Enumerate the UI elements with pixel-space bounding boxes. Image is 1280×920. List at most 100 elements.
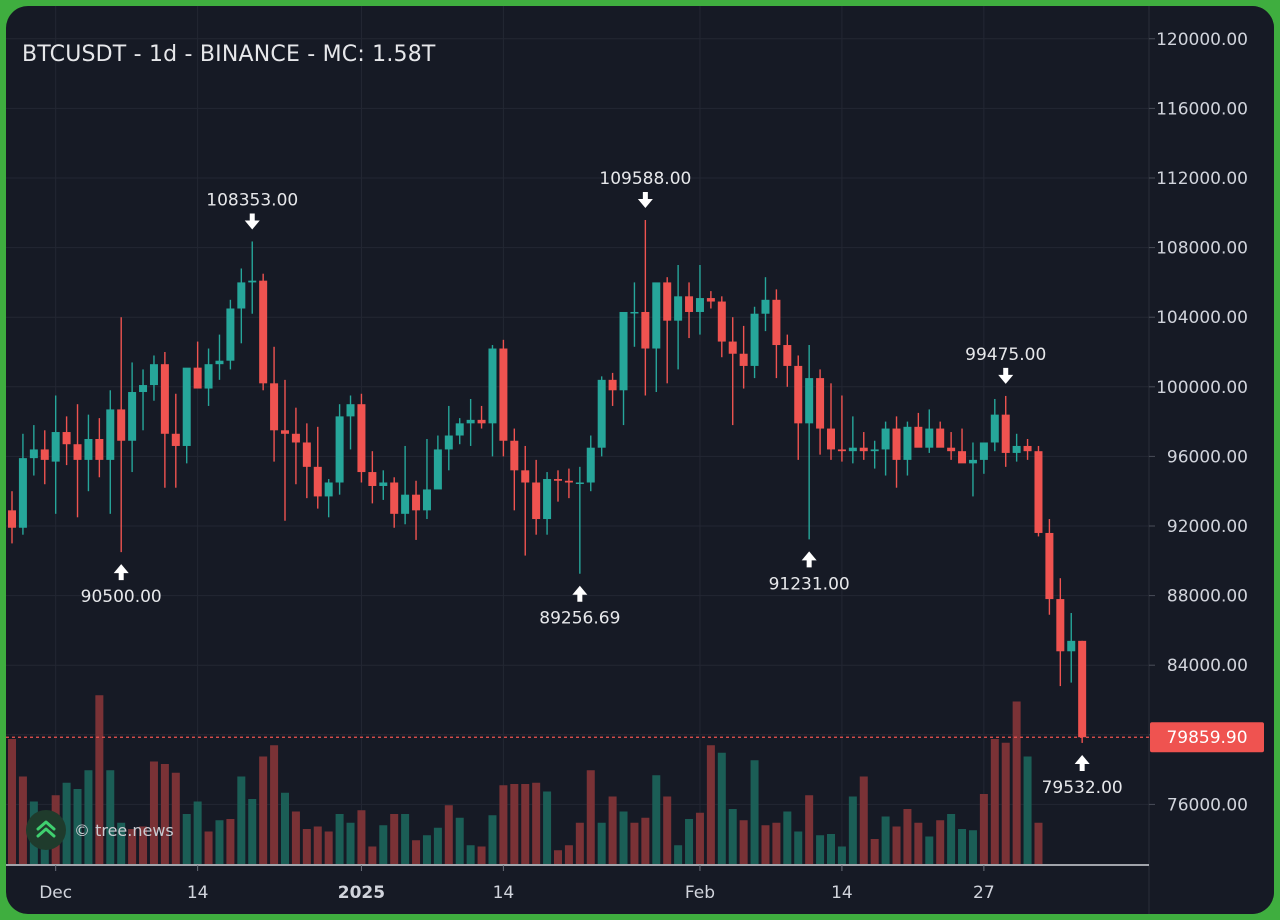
candle-body — [357, 404, 366, 473]
volume-bar — [543, 791, 552, 864]
volume-bar — [379, 825, 388, 864]
last-price-badge — [1150, 722, 1264, 753]
volume-bar — [117, 822, 126, 864]
volume-bar — [335, 814, 344, 864]
annotation-label: 108353.00 — [206, 190, 298, 210]
volume-bar — [346, 822, 355, 864]
candle-body — [761, 299, 770, 314]
volume-bar — [805, 795, 814, 864]
candle-body — [1012, 445, 1021, 453]
volume-bar — [128, 829, 137, 864]
price-axis[interactable]: 76000.00 84000.00 88000.00 92000.00 96000.00… — [1148, 6, 1274, 914]
volume-bar — [412, 840, 421, 864]
time-tick-label: 14 — [831, 883, 853, 903]
volume-bar — [990, 739, 999, 864]
candle-body — [750, 313, 759, 366]
candle-body — [488, 348, 497, 424]
candle-body — [281, 430, 289, 434]
candle-body — [586, 447, 595, 483]
candle-body — [510, 440, 519, 471]
volume-bar — [794, 831, 803, 864]
tree-news-logo-icon — [26, 810, 66, 850]
time-axis[interactable]: Dec 14 2025 14 Feb 14 27 — [6, 864, 1149, 903]
candle-body — [248, 280, 257, 283]
volume-bar — [586, 770, 595, 864]
volume-bar — [695, 812, 704, 864]
candle-body — [968, 459, 977, 464]
last-price-label: 79859.90 — [1166, 728, 1247, 748]
volume-bar — [488, 815, 497, 864]
candle-body — [62, 432, 71, 445]
annotation-label: 90500.00 — [81, 587, 162, 607]
volume-bar — [848, 796, 857, 864]
candle-body — [597, 379, 606, 448]
volume-bar — [95, 695, 104, 864]
candle-body — [695, 298, 704, 312]
candle-body — [575, 482, 584, 484]
candle-body — [422, 489, 431, 511]
candle-body — [892, 428, 901, 460]
volume-bar — [892, 826, 901, 864]
candle-body — [204, 364, 213, 389]
candle-body — [477, 419, 486, 424]
volume-bar — [422, 835, 431, 864]
candle-body — [848, 447, 857, 452]
candlestick-chart[interactable]: 90500.00 108353.00 89256.69 109588.00 91231.… — [6, 6, 1274, 914]
candle-body — [837, 449, 846, 452]
arrow-down-icon — [998, 367, 1014, 384]
volume-bar — [619, 811, 628, 864]
candle-body — [499, 348, 508, 441]
candle-body — [1056, 599, 1065, 652]
candle-body — [958, 451, 967, 464]
volume-bar — [685, 819, 694, 864]
candle-body — [84, 439, 93, 460]
volume-bar — [106, 770, 115, 864]
price-tick-label: 104000.00 — [1156, 308, 1248, 328]
candle-body — [237, 282, 246, 309]
volume-bar — [750, 760, 759, 864]
arrow-up-icon — [113, 564, 129, 581]
candle-body — [717, 301, 726, 342]
volume-bar — [313, 826, 322, 864]
price-tick-label: 92000.00 — [1167, 517, 1248, 537]
volume-bar — [390, 814, 399, 864]
candle-body — [794, 365, 803, 424]
candle-body — [139, 385, 148, 393]
candle-body — [8, 510, 16, 528]
volume-bar — [368, 846, 377, 864]
volume-bar — [575, 822, 584, 864]
candle-body — [390, 482, 399, 514]
candle-body — [324, 482, 333, 497]
candle-body — [521, 470, 530, 483]
volume-bar — [193, 801, 202, 864]
volume-bar — [564, 845, 573, 864]
candle-body — [739, 353, 748, 366]
candle-body — [106, 409, 115, 460]
volume-bar — [1012, 701, 1021, 864]
volume-bar — [936, 820, 945, 864]
volume-bar — [433, 827, 442, 864]
price-tick-label: 84000.00 — [1167, 656, 1248, 676]
volume-bar — [739, 820, 748, 864]
candle-body — [73, 444, 82, 460]
volume-bar — [73, 789, 82, 864]
volume-bar — [84, 770, 93, 864]
candle-body — [783, 345, 792, 366]
candle-body — [40, 449, 49, 460]
annotation-label: 91231.00 — [769, 574, 850, 594]
candle-body — [936, 428, 945, 448]
arrow-up-icon — [1074, 754, 1090, 771]
volume-bar — [1023, 756, 1032, 864]
candle-body — [990, 414, 999, 443]
candle-body — [444, 435, 453, 450]
chart-frame: 90500.00 108353.00 89256.69 109588.00 91231.… — [6, 6, 1274, 914]
volume-bar — [827, 834, 835, 864]
price-tick-label: 76000.00 — [1167, 795, 1248, 815]
volume-bar — [1001, 742, 1010, 864]
price-axis-bg — [1149, 6, 1274, 914]
volume-bar — [324, 831, 333, 864]
volume-bar — [204, 831, 213, 864]
candle-body — [182, 367, 191, 446]
candle-body — [29, 449, 38, 459]
candle-body — [772, 299, 781, 346]
